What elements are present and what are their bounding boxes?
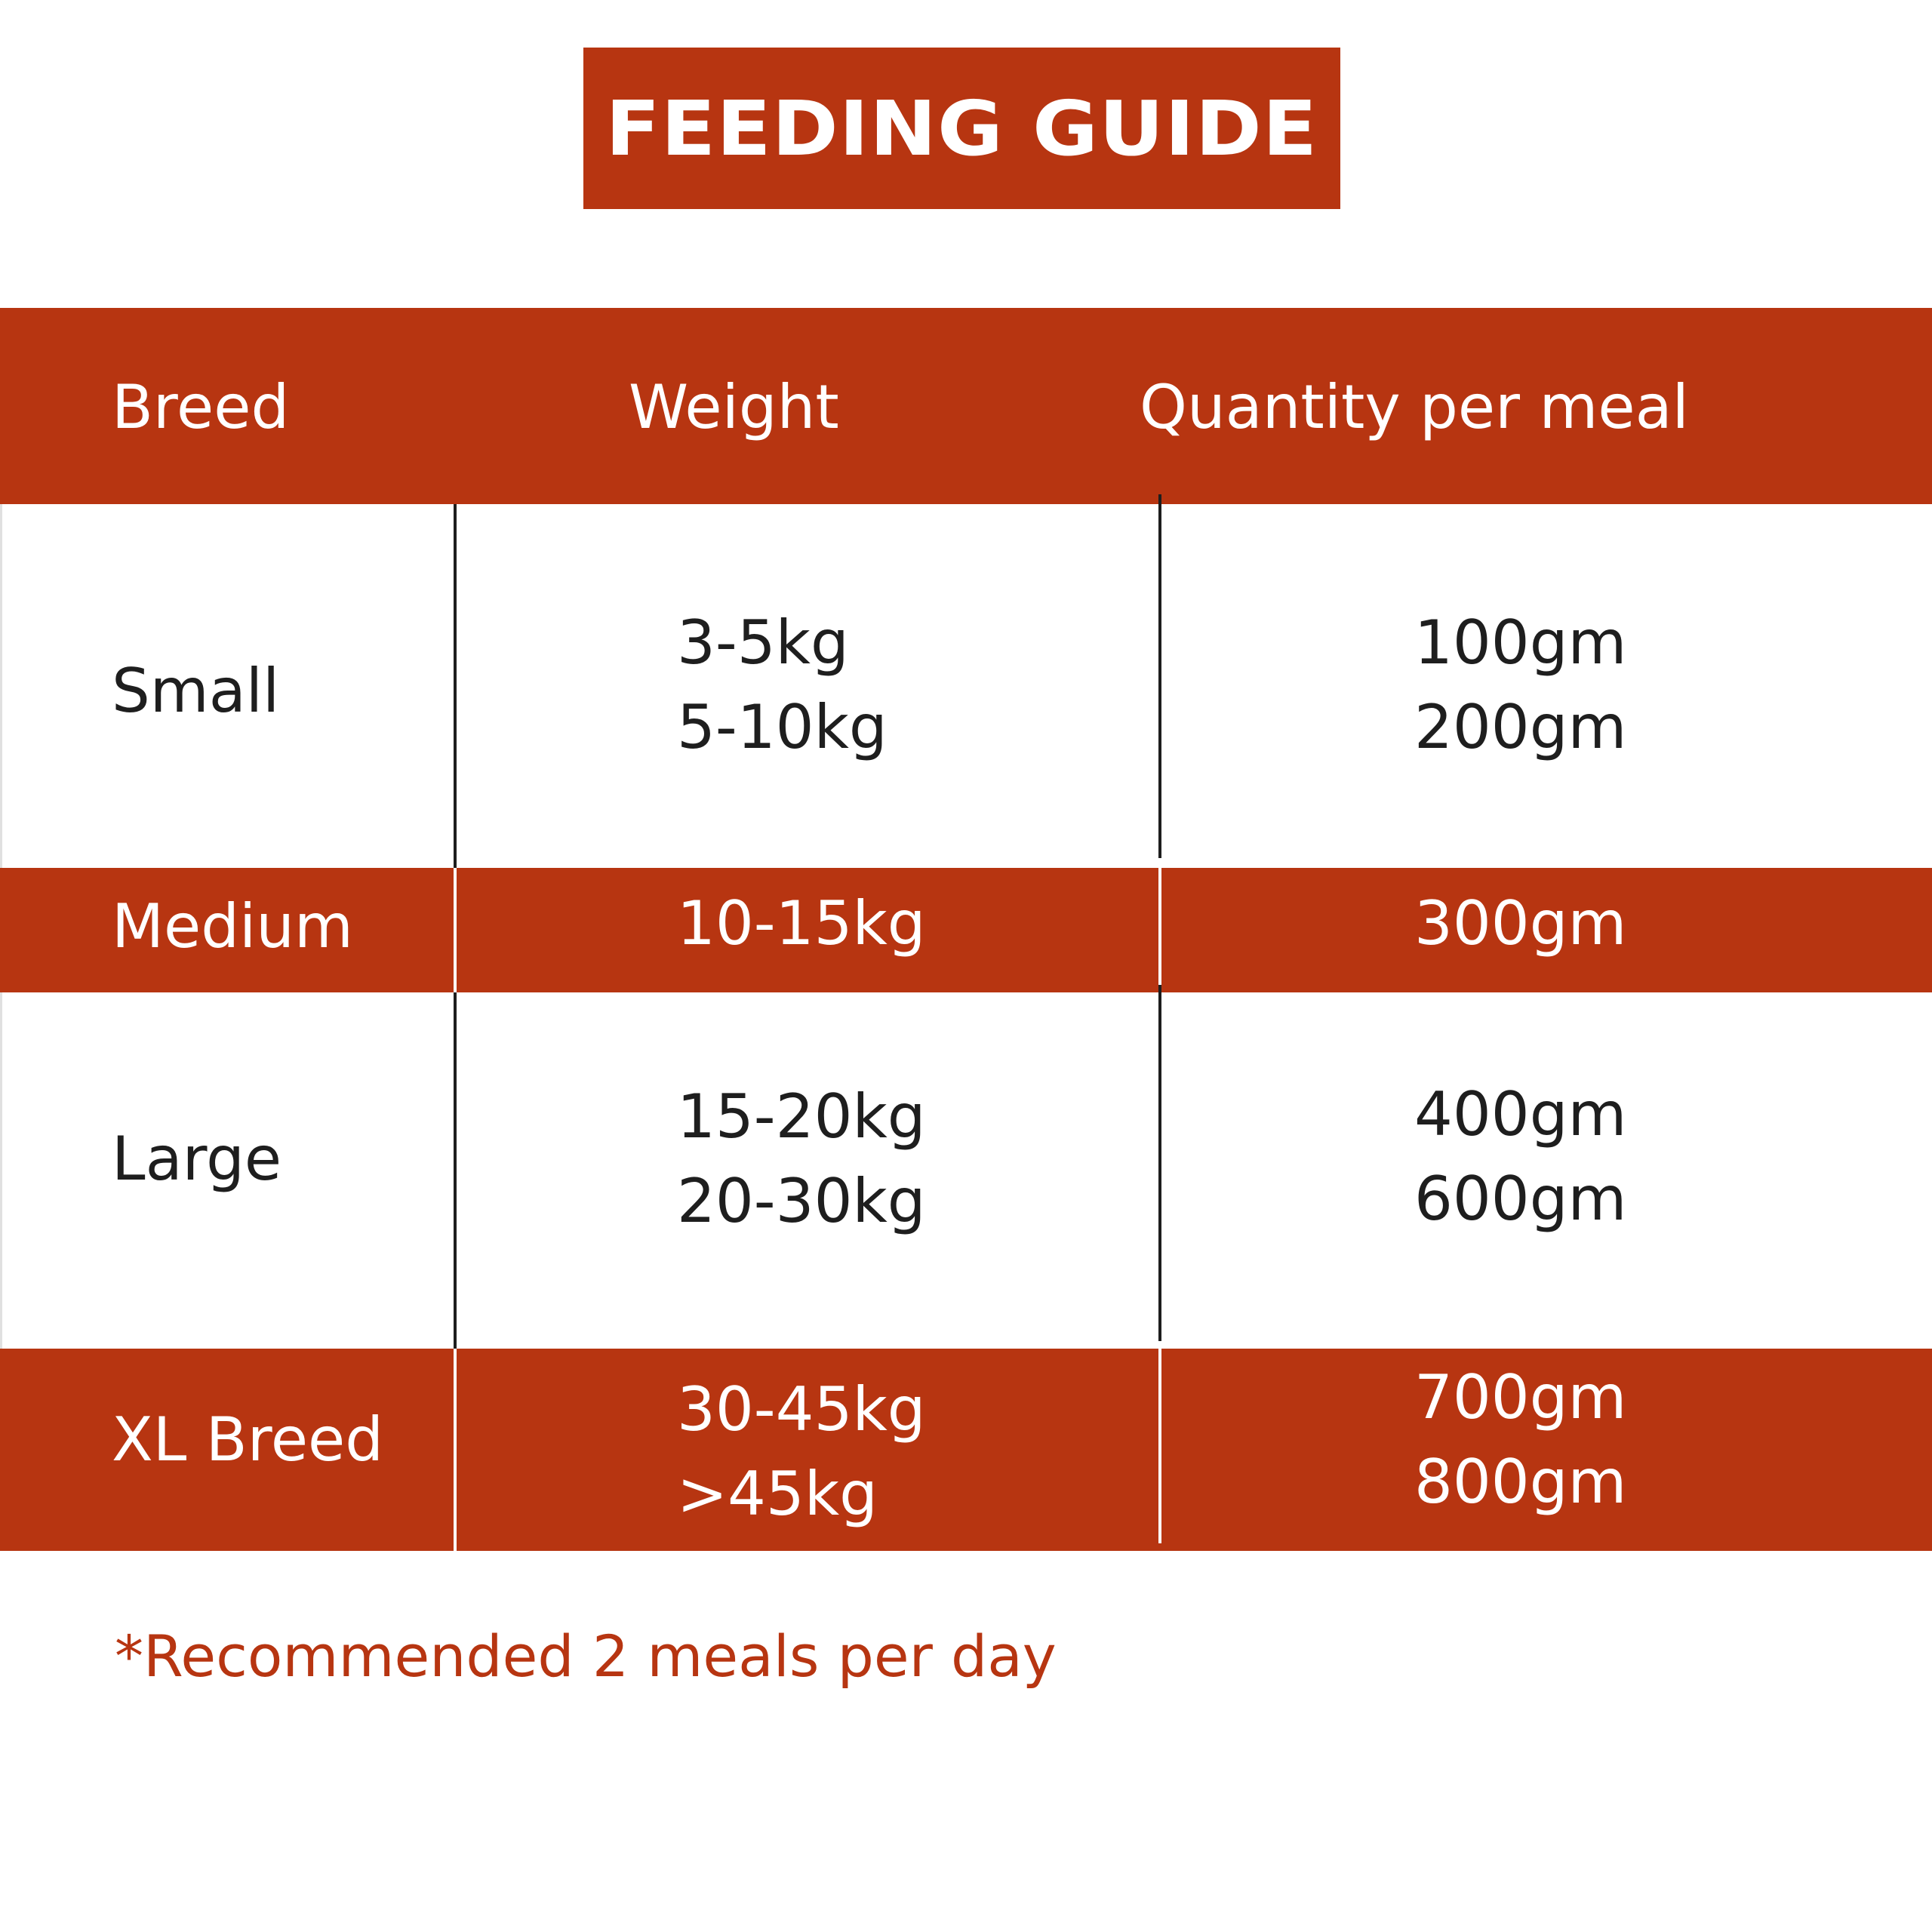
quantity-value: 800gm xyxy=(1414,1447,1627,1517)
column-divider xyxy=(454,1349,457,1551)
quantity-value: 700gm xyxy=(1414,1362,1627,1432)
quantity-cell: 400gm 600gm xyxy=(1414,1072,1626,1241)
quantity-value: 600gm xyxy=(1414,1164,1627,1234)
breed-cell: Large xyxy=(112,1124,282,1194)
breed-cell: XL Breed xyxy=(112,1404,384,1475)
quantity-value: 400gm xyxy=(1414,1079,1627,1149)
weight-value: 15-20kg xyxy=(677,1081,926,1152)
medium-row-band xyxy=(0,868,1932,992)
table-header-band xyxy=(0,308,1932,504)
weight-value: 3-5kg xyxy=(677,608,849,678)
header-weight: Weight xyxy=(629,372,839,442)
footnote: *Recommended 2 meals per day xyxy=(115,1623,1057,1690)
breed-cell: Small xyxy=(112,656,280,726)
quantity-cell: 100gm 200gm xyxy=(1414,601,1626,770)
weight-value: 10-15kg xyxy=(677,888,926,958)
table-left-edge xyxy=(0,992,2,1349)
header-breed: Breed xyxy=(112,372,290,442)
weight-value: 20-30kg xyxy=(677,1166,926,1236)
column-divider xyxy=(1158,494,1161,858)
weight-cell: 30-45kg >45kg xyxy=(677,1367,926,1537)
header-quantity: Quantity per meal xyxy=(1140,372,1689,442)
column-divider xyxy=(454,504,457,868)
weight-cell: 3-5kg 5-10kg xyxy=(677,601,888,770)
quantity-cell: 700gm 800gm xyxy=(1414,1355,1626,1524)
weight-value: 5-10kg xyxy=(677,692,888,762)
page-title: FEEDING GUIDE xyxy=(605,84,1318,173)
weight-cell: 10-15kg xyxy=(677,881,926,966)
weight-value: >45kg xyxy=(677,1459,878,1529)
table-left-edge xyxy=(0,504,2,868)
quantity-cell: 300gm xyxy=(1414,881,1626,966)
column-divider xyxy=(1158,868,1161,992)
weight-cell: 15-20kg 20-30kg xyxy=(677,1075,926,1244)
title-banner: FEEDING GUIDE xyxy=(583,48,1340,209)
quantity-value: 200gm xyxy=(1414,692,1627,762)
quantity-value: 300gm xyxy=(1414,888,1627,958)
column-divider xyxy=(454,868,457,992)
column-divider xyxy=(1158,1349,1161,1543)
column-divider xyxy=(1158,985,1161,1341)
column-divider xyxy=(454,992,457,1349)
weight-value: 30-45kg xyxy=(677,1374,926,1444)
quantity-value: 100gm xyxy=(1414,608,1627,678)
xl-row-band xyxy=(0,1349,1932,1551)
breed-cell: Medium xyxy=(112,891,353,961)
